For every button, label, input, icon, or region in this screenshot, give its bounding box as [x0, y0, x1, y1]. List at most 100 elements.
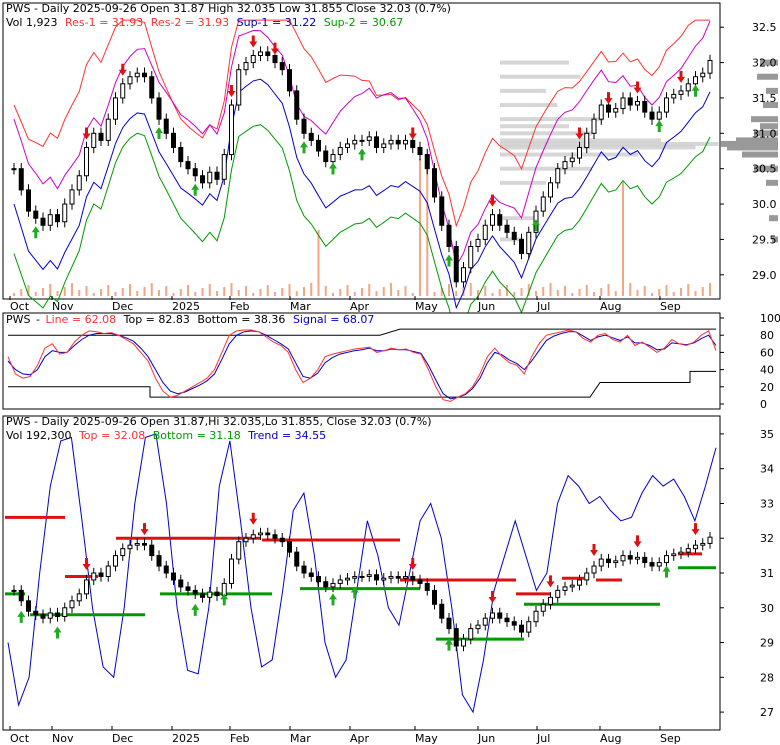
price-candle-body [555, 168, 561, 184]
trend-x-axis: Oct Nov Dec 2025 Feb Mar Apr May Jun Jul Aug Sep [9, 726, 681, 745]
price-candle-body [316, 139, 321, 152]
volume-bar [56, 291, 59, 296]
buy-arrow [31, 226, 40, 239]
trend-candle-body [127, 544, 133, 550]
osc-y-tick-label: 0 [760, 398, 767, 411]
trend-y-tick-label: 34 [760, 463, 774, 476]
volume-profile-band [500, 138, 661, 143]
volume-bar [426, 155, 429, 296]
sell-arrow [249, 512, 258, 525]
volume-bar [230, 283, 233, 296]
trend-candle-body [258, 532, 263, 536]
sell-arrow [691, 523, 700, 536]
price-candle-body [26, 189, 31, 212]
osc-bottom-label: Bottom = 38.36 [197, 313, 285, 326]
buy-arrow [191, 183, 200, 196]
volume-bar [665, 285, 668, 296]
volume-bar [680, 288, 682, 296]
trend-candle-body [700, 542, 706, 546]
trend-candle-body [26, 600, 31, 612]
volume-bar [237, 290, 240, 296]
volume-bar [701, 287, 704, 296]
trend-candle-body [664, 555, 669, 564]
trend-candle-body [18, 589, 24, 602]
volume-profile-bar [766, 87, 778, 94]
volume-bar [375, 291, 378, 296]
trend-vol-label: Vol 192,300 [6, 429, 71, 442]
trend-candle-body [316, 575, 321, 583]
volume-profile-band [500, 117, 604, 122]
osc-y-tick-label: 100 [760, 312, 780, 325]
trend-x-tick-label: Apr [350, 732, 370, 745]
volume-bar [346, 285, 349, 296]
trend-candle-body [359, 575, 365, 578]
volume-bar [121, 288, 124, 296]
sell-arrow [140, 523, 149, 536]
trend-candle-body [424, 582, 430, 591]
trend-candle-body [279, 537, 285, 543]
price-x-tick-label: Apr [350, 300, 370, 313]
volume-bar [643, 286, 646, 296]
trend-candle-body [272, 534, 278, 539]
trend-candle-body [635, 556, 640, 560]
volume-profile-band [500, 124, 569, 129]
volume-bar [535, 291, 537, 296]
price-y-axis: 32.5 32.0 31.5 31.0 30.5 30.0 29.5 29.0 [720, 21, 777, 282]
price-candle-body [424, 154, 430, 170]
trend-candle-body [591, 565, 597, 574]
sup2-label: Sup-2 = 30.67 [324, 16, 404, 29]
price-candle-body [642, 100, 648, 113]
volume-profile-band [500, 141, 719, 146]
osc-y-tick-label: 40 [760, 364, 774, 377]
trend-candle-body [33, 610, 39, 616]
buy-arrow [445, 638, 453, 651]
trend-x-tick-label: Dec [112, 732, 133, 745]
price-candle-body [540, 196, 546, 212]
sup2-line [13, 124, 711, 344]
trend-x-tick-label: Mar [290, 732, 311, 745]
volume-bar [92, 293, 95, 296]
trend-x-tick-label: Oct [10, 732, 30, 745]
price-candle-body [613, 108, 619, 113]
price-candle-body [656, 111, 662, 120]
trend-y-tick-label: 27 [760, 706, 774, 719]
volume-bar [78, 290, 81, 296]
price-candle-body [62, 203, 68, 223]
volume-profile-band [500, 166, 592, 171]
price-candle-body [562, 161, 568, 170]
trend-candle-body [301, 565, 307, 574]
price-candle-body [417, 146, 423, 156]
volume-bar [397, 290, 400, 296]
sell-arrow [82, 127, 91, 140]
buy-arrow [691, 84, 700, 97]
price-candle-body [18, 168, 24, 191]
trend-candle-body [606, 558, 611, 564]
price-candle-body [577, 146, 582, 159]
price-header-title: PWS - Daily 2025-09-26 Open 31.87 High 3… [6, 2, 451, 15]
price-candle-body [490, 214, 495, 226]
volume-bar [607, 284, 610, 296]
volume-bar [491, 293, 494, 296]
osc-bottom-line [8, 370, 716, 398]
volume-profile-band [500, 237, 523, 242]
volume-bar [129, 284, 131, 296]
trend-candle-body [511, 621, 517, 626]
price-candle-body [98, 132, 104, 141]
res2-label: Res-2 = 31.93 [151, 16, 229, 29]
trend-candle-body [156, 555, 162, 567]
sell-arrow [590, 544, 598, 557]
volume-bar [484, 286, 487, 296]
price-x-tick-label: Dec [112, 300, 133, 313]
sell-arrow [677, 70, 685, 83]
price-candle-body [511, 231, 517, 240]
trend-candle-body [627, 555, 633, 560]
trend-candle-body [171, 572, 176, 581]
volume-bar [274, 292, 276, 296]
trend-x-tick-label: Nov [52, 732, 74, 745]
volume-bar [100, 289, 102, 296]
trend-candle-body [468, 628, 474, 640]
oscillator-frame [2, 312, 721, 410]
price-y-tick-label: 31.5 [752, 92, 777, 105]
volume-bar [353, 292, 356, 296]
price-x-tick-label: Aug [600, 300, 621, 313]
